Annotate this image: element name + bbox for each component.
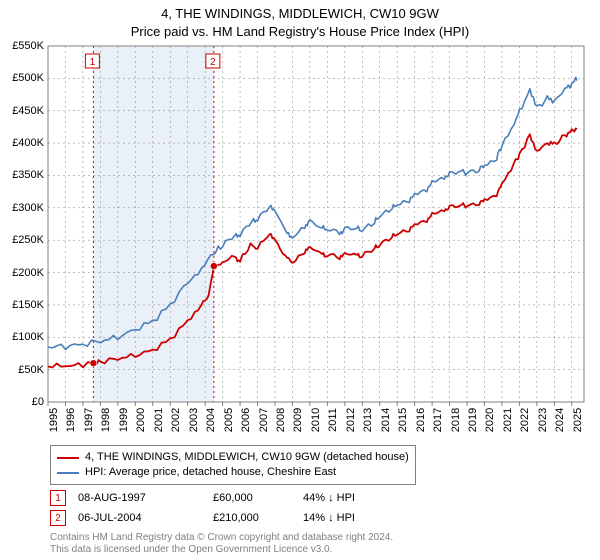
transaction-price: £210,000 <box>213 512 303 524</box>
footer-line-1: Contains HM Land Registry data © Crown c… <box>50 532 393 543</box>
transaction-date: 08-AUG-1997 <box>78 492 213 504</box>
transaction-price: £60,000 <box>213 492 303 504</box>
svg-text:2: 2 <box>210 57 216 68</box>
transactions-table: 1 08-AUG-1997£60,00044% ↓ HPI 2 06-JUL-2004… <box>50 490 438 530</box>
transaction-hpi: 14% ↓ HPI <box>303 512 438 524</box>
legend-swatch-series-0 <box>57 457 79 459</box>
legend-label-series-1: HPI: Average price, detached house, Ches… <box>85 465 336 480</box>
transaction-marker: 2 <box>50 510 66 526</box>
transaction-row: 2 06-JUL-2004£210,00014% ↓ HPI <box>50 510 438 526</box>
footer-line-2: This data is licensed under the Open Gov… <box>50 544 332 555</box>
transaction-marker: 1 <box>50 490 66 506</box>
legend: 4, THE WINDINGS, MIDDLEWICH, CW10 9GW (d… <box>50 445 416 485</box>
transaction-date: 06-JUL-2004 <box>78 512 213 524</box>
transaction-row: 1 08-AUG-1997£60,00044% ↓ HPI <box>50 490 438 506</box>
svg-text:1: 1 <box>90 57 96 68</box>
legend-swatch-series-1 <box>57 472 79 474</box>
legend-label-series-0: 4, THE WINDINGS, MIDDLEWICH, CW10 9GW (d… <box>85 450 409 465</box>
transaction-hpi: 44% ↓ HPI <box>303 492 438 504</box>
